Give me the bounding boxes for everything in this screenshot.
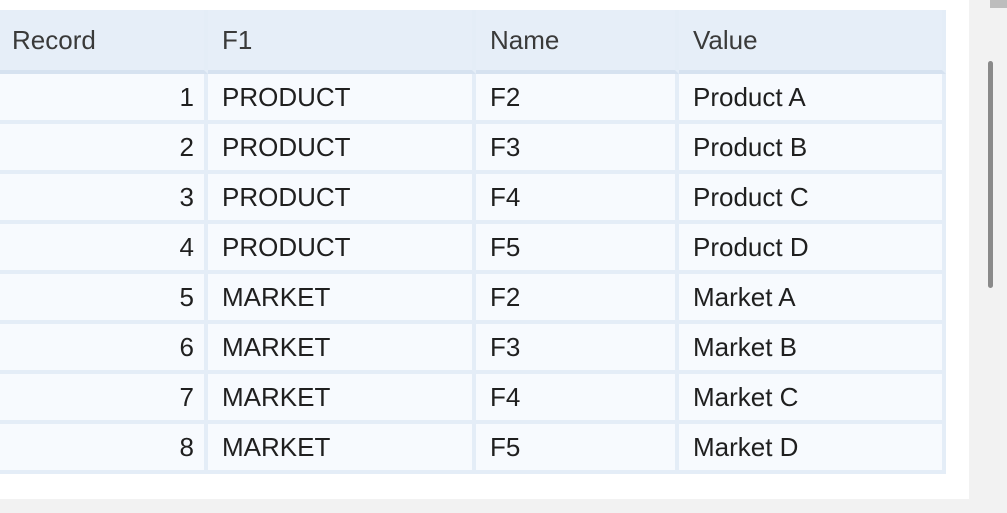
table-row[interactable]: 6 MARKET F3 Market B xyxy=(0,324,946,374)
cell-f1[interactable]: MARKET xyxy=(208,274,476,324)
cell-name[interactable]: F4 xyxy=(476,174,679,224)
data-grid-panel: Record F1 Name Value 1 PRODUCT F2 Produc… xyxy=(0,0,969,499)
table-row[interactable]: 1 PRODUCT F2 Product A xyxy=(0,74,946,124)
cell-record[interactable]: 6 xyxy=(0,324,208,374)
cell-record[interactable]: 5 xyxy=(0,274,208,324)
cell-value[interactable]: Market D xyxy=(679,424,946,474)
cell-record[interactable]: 8 xyxy=(0,424,208,474)
table-row[interactable]: 8 MARKET F5 Market D xyxy=(0,424,946,474)
cell-record[interactable]: 2 xyxy=(0,124,208,174)
data-grid: Record F1 Name Value 1 PRODUCT F2 Produc… xyxy=(0,10,946,474)
scrollbar-thumb[interactable] xyxy=(988,61,993,288)
cell-f1[interactable]: PRODUCT xyxy=(208,124,476,174)
table-row[interactable]: 7 MARKET F4 Market C xyxy=(0,374,946,424)
cell-record[interactable]: 7 xyxy=(0,374,208,424)
column-header-name[interactable]: Name xyxy=(476,10,679,74)
cell-f1[interactable]: MARKET xyxy=(208,324,476,374)
cell-record[interactable]: 1 xyxy=(0,74,208,124)
column-header-f1[interactable]: F1 xyxy=(208,10,476,74)
cell-value[interactable]: Market B xyxy=(679,324,946,374)
cell-f1[interactable]: MARKET xyxy=(208,374,476,424)
cell-record[interactable]: 4 xyxy=(0,224,208,274)
cell-name[interactable]: F2 xyxy=(476,274,679,324)
cell-name[interactable]: F4 xyxy=(476,374,679,424)
table-row[interactable]: 5 MARKET F2 Market A xyxy=(0,274,946,324)
cell-value[interactable]: Market C xyxy=(679,374,946,424)
cell-name[interactable]: F3 xyxy=(476,324,679,374)
cell-name[interactable]: F5 xyxy=(476,424,679,474)
grid-header-row: Record F1 Name Value xyxy=(0,10,946,74)
cell-name[interactable]: F5 xyxy=(476,224,679,274)
cell-record[interactable]: 3 xyxy=(0,174,208,224)
table-row[interactable]: 3 PRODUCT F4 Product C xyxy=(0,174,946,224)
cell-f1[interactable]: MARKET xyxy=(208,424,476,474)
table-row[interactable]: 4 PRODUCT F5 Product D xyxy=(0,224,946,274)
cell-value[interactable]: Product A xyxy=(679,74,946,124)
cell-value[interactable]: Product D xyxy=(679,224,946,274)
cell-value[interactable]: Market A xyxy=(679,274,946,324)
cell-f1[interactable]: PRODUCT xyxy=(208,174,476,224)
cell-name[interactable]: F2 xyxy=(476,74,679,124)
table-row[interactable]: 2 PRODUCT F3 Product B xyxy=(0,124,946,174)
cell-f1[interactable]: PRODUCT xyxy=(208,224,476,274)
grid-bottom-edge xyxy=(0,499,969,513)
cell-value[interactable]: Product C xyxy=(679,174,946,224)
column-header-record[interactable]: Record xyxy=(0,10,208,74)
scroll-up-arrow[interactable] xyxy=(990,0,1007,8)
column-header-value[interactable]: Value xyxy=(679,10,946,74)
cell-f1[interactable]: PRODUCT xyxy=(208,74,476,124)
cell-name[interactable]: F3 xyxy=(476,124,679,174)
cell-value[interactable]: Product B xyxy=(679,124,946,174)
